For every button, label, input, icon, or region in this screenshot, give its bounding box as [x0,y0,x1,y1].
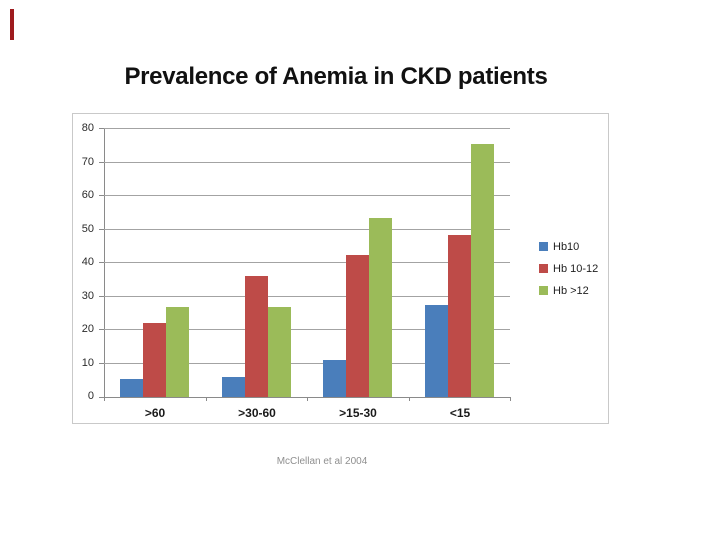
y-axis-tick [99,362,104,364]
legend-label: Hb 10-12 [553,262,599,275]
gridline [104,295,510,297]
legend-item: Hb 10-12 [539,262,598,275]
x-axis-tick [510,397,511,401]
bar-hb-10-12-0 [143,323,166,397]
gridline [104,128,510,129]
y-tick-label: 60 [81,189,94,201]
x-axis-tick [307,397,308,401]
chart-legend: Hb10 Hb 10-12 Hb >12 [539,240,598,306]
gridline [104,228,510,230]
y-axis-tick [99,295,104,297]
y-axis-tick [99,329,104,330]
gridline [104,195,510,196]
bar-hb-10-12-1 [245,276,268,397]
slide-accent-bar [10,9,14,40]
citation-text: McClellan et al 2004 [276,456,368,467]
y-axis-line [104,129,105,397]
gridline [104,262,510,263]
legend-item: Hb10 [539,240,598,253]
y-axis-tick [99,161,104,163]
y-axis-tick [99,195,104,196]
bar-hb10-0 [120,379,143,397]
y-tick-label: 0 [87,390,94,402]
y-tick-label: 70 [81,155,94,168]
y-tick-label: 40 [81,256,94,268]
x-axis-tick [409,397,410,401]
y-axis-tick [99,397,104,398]
bar-hb->12-1 [268,307,291,397]
bar-hb10-2 [323,360,346,397]
y-tick-label: 30 [81,289,94,302]
legend-item: Hb >12 [539,284,598,297]
gridline [104,329,510,330]
y-tick-label: 80 [81,122,94,134]
bar-hb-10-12-2 [346,255,369,397]
y-axis-tick [99,228,104,230]
bar-hb->12-2 [369,218,392,397]
y-tick-label: 50 [81,222,94,235]
legend-label: Hb >12 [553,284,589,297]
gridline [104,161,510,163]
x-category-label: >30-60 [238,406,276,420]
bar-hb10-3 [425,305,448,397]
x-category-label: >15-30 [339,406,377,420]
x-category-label: <15 [449,406,471,420]
y-axis-tick [99,262,104,263]
x-axis-tick [104,397,105,401]
legend-label: Hb10 [553,240,580,253]
y-tick-label: 20 [81,323,94,335]
bar-hb-10-12-3 [448,235,471,397]
slide-title: Prevalence of Anemia in CKD patients [124,63,548,91]
gridline [104,362,510,364]
bar-hb->12-3 [471,144,494,397]
legend-swatch-icon [539,264,548,273]
x-category-label: >60 [144,406,166,420]
y-axis-tick [99,128,104,129]
x-axis-tick [206,397,207,401]
legend-swatch-icon [539,286,548,295]
bar-hb10-1 [222,377,245,397]
y-tick-label: 10 [81,356,94,369]
bar-hb->12-0 [166,307,189,397]
legend-swatch-icon [539,242,548,251]
plot-area: 0 10 20 30 40 50 60 70 80 >60 >30-60 >15-30 <15 [82,122,511,420]
bar-chart: 0 10 20 30 40 50 60 70 80 >60 >30-60 >15-30 <15 Hb10… [72,113,609,424]
